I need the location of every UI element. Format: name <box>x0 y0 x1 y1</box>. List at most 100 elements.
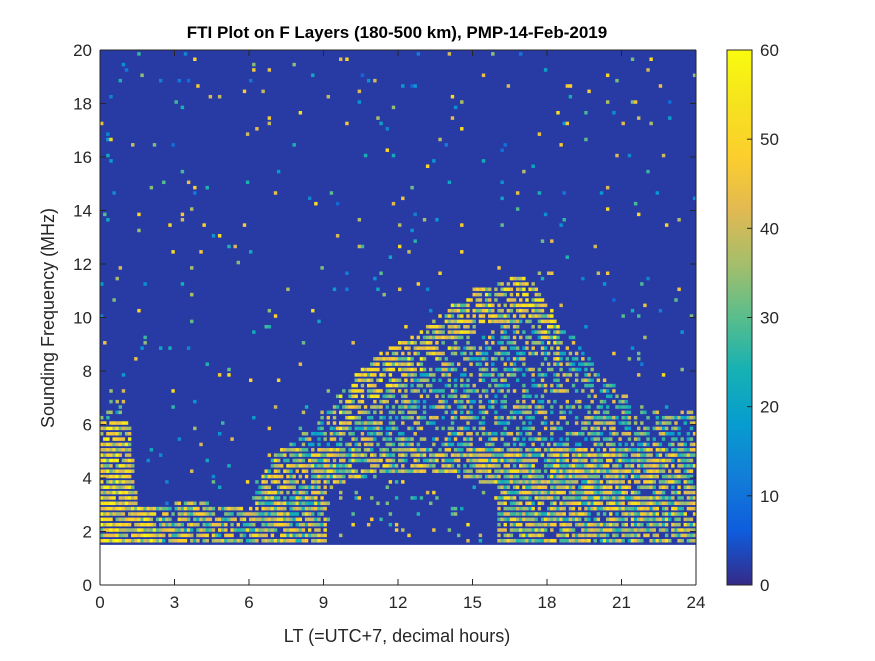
heat-cell <box>292 517 296 522</box>
heat-cell <box>556 341 560 345</box>
heat-cell <box>519 298 523 302</box>
heat-cell <box>550 528 554 532</box>
heat-cell <box>637 431 641 436</box>
heat-cell <box>605 207 610 211</box>
heat-cell <box>221 517 225 522</box>
heat-cell <box>391 426 396 431</box>
heat-cell <box>528 367 532 372</box>
heat-cell <box>633 201 638 206</box>
heat-cell <box>351 389 355 393</box>
heat-cell <box>413 239 417 243</box>
heat-cell <box>112 506 116 511</box>
heat-cell <box>422 346 427 350</box>
heat-cell <box>494 464 498 468</box>
heat-cell <box>543 303 548 308</box>
heat-cell <box>500 431 504 436</box>
heat-cell <box>491 442 495 447</box>
heat-cell <box>609 453 613 457</box>
heat-cell <box>522 474 526 479</box>
heat-cell <box>441 442 445 447</box>
heat-cell <box>581 464 585 468</box>
heat-cell <box>525 292 529 297</box>
heat-cell <box>202 501 206 506</box>
heat-cell <box>602 426 607 431</box>
y-tick-label: 16 <box>73 148 92 167</box>
heat-cell <box>103 437 107 441</box>
heat-cell <box>609 485 613 489</box>
heat-cell <box>571 448 576 452</box>
heat-cell <box>649 121 653 126</box>
heat-cell <box>398 383 402 388</box>
heat-cell <box>444 405 448 409</box>
heat-cell <box>652 517 656 522</box>
heat-cell <box>627 528 632 532</box>
heat-cell <box>503 496 507 500</box>
heat-cell <box>413 351 417 356</box>
heat-cell <box>621 485 625 489</box>
heat-cell <box>460 223 464 227</box>
heat-cell <box>131 458 135 463</box>
heat-cell <box>410 442 414 447</box>
heat-cell <box>351 512 355 516</box>
heat-cell <box>664 223 669 227</box>
heat-cell <box>512 303 517 308</box>
heat-cell <box>186 346 191 350</box>
heat-cell <box>581 448 585 452</box>
heat-cell <box>425 373 430 377</box>
heat-cell <box>568 94 573 99</box>
heat-cell <box>677 528 681 532</box>
heat-cell <box>124 522 129 527</box>
heat-cell <box>615 517 619 522</box>
heat-cell <box>453 415 458 420</box>
heat-cell <box>270 490 275 495</box>
heat-cell <box>373 474 377 479</box>
heat-cell <box>249 533 253 538</box>
heat-cell <box>630 464 635 468</box>
heat-cell <box>556 421 560 425</box>
heat-cell <box>329 485 334 489</box>
heat-cell <box>124 496 129 500</box>
heat-cell <box>276 538 281 543</box>
heat-cell <box>469 453 473 457</box>
heat-cell <box>478 437 483 441</box>
heat-cell <box>388 464 393 468</box>
heat-cell <box>416 389 421 393</box>
heat-cell <box>311 485 315 489</box>
heat-cell <box>540 480 545 484</box>
heat-cell <box>506 314 511 318</box>
heat-cell <box>655 522 660 527</box>
heat-cell <box>664 474 669 479</box>
heat-cell <box>261 538 265 543</box>
heat-cell <box>571 383 576 388</box>
heat-cell <box>100 448 104 452</box>
heat-cell <box>497 474 501 479</box>
heat-cell <box>304 469 309 473</box>
heat-cell <box>466 308 470 313</box>
heat-cell <box>373 276 377 281</box>
heat-cell <box>503 522 507 527</box>
heat-cell <box>602 469 607 473</box>
heat-cell <box>366 458 371 463</box>
heat-cell <box>404 324 408 329</box>
heat-cell <box>401 442 405 447</box>
heat-cell <box>618 490 622 495</box>
heat-cell <box>578 501 582 506</box>
heat-cell <box>515 453 520 457</box>
heat-cell <box>531 453 535 457</box>
heat-cell <box>419 367 424 372</box>
heat-cell <box>453 308 458 313</box>
heat-cell <box>292 528 296 532</box>
heat-cell <box>553 506 557 511</box>
heat-cell <box>311 480 315 484</box>
heat-cell <box>149 533 154 538</box>
heat-cell <box>671 453 675 457</box>
heat-cell <box>596 474 601 479</box>
heat-cell <box>317 512 321 516</box>
heat-cell <box>500 378 504 382</box>
heat-cell <box>121 469 126 473</box>
x-tick-label: 18 <box>538 593 557 612</box>
heat-cell <box>100 506 104 511</box>
heat-cell <box>419 453 424 457</box>
heat-cell <box>522 383 526 388</box>
heat-cell <box>410 389 414 393</box>
